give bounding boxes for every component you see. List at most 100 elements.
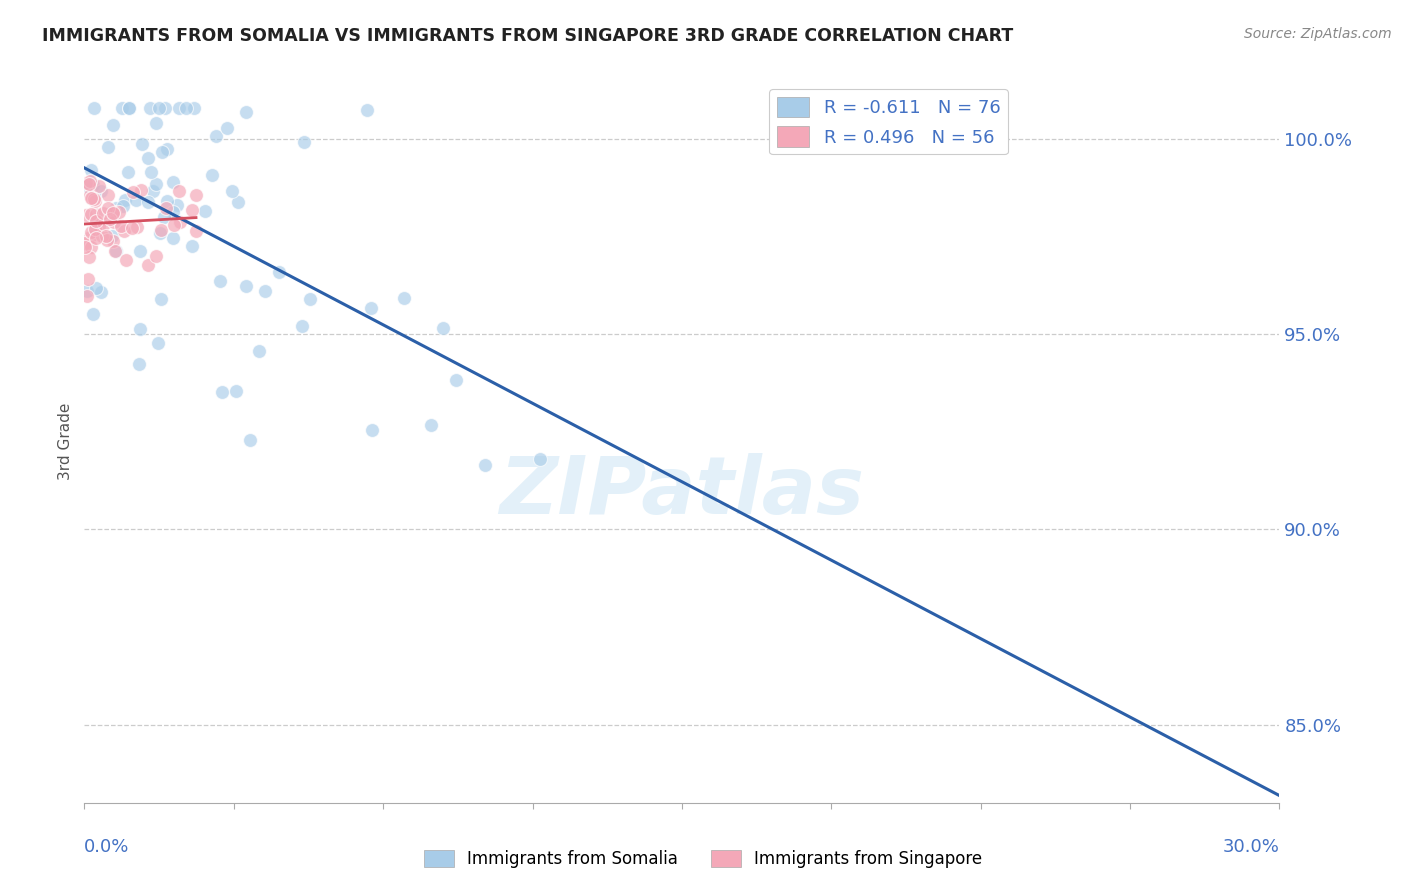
Point bbox=[121, 221, 143, 235]
Point bbox=[73, 236, 96, 251]
Point bbox=[111, 101, 134, 115]
Point bbox=[138, 195, 160, 210]
Point bbox=[118, 101, 141, 115]
Text: IMMIGRANTS FROM SOMALIA VS IMMIGRANTS FROM SINGAPORE 3RD GRADE CORRELATION CHART: IMMIGRANTS FROM SOMALIA VS IMMIGRANTS FR… bbox=[42, 27, 1014, 45]
Point bbox=[294, 135, 316, 149]
Point bbox=[76, 289, 98, 303]
Point bbox=[184, 188, 207, 202]
Point bbox=[84, 221, 107, 235]
Point bbox=[145, 178, 167, 192]
Point bbox=[111, 199, 134, 213]
Point bbox=[235, 278, 257, 293]
Point bbox=[169, 101, 191, 115]
Point bbox=[97, 140, 120, 154]
Point bbox=[163, 218, 186, 232]
Point bbox=[84, 214, 107, 228]
Point bbox=[75, 179, 97, 194]
Point bbox=[225, 384, 247, 398]
Point bbox=[76, 271, 98, 285]
Point bbox=[420, 418, 443, 433]
Point bbox=[103, 215, 125, 229]
Point bbox=[139, 101, 162, 115]
Point bbox=[80, 207, 103, 221]
Point bbox=[93, 218, 115, 232]
Point bbox=[80, 191, 103, 205]
Point bbox=[84, 207, 107, 221]
Point bbox=[167, 184, 190, 198]
Point bbox=[128, 357, 150, 371]
Point bbox=[87, 179, 110, 194]
Point bbox=[77, 177, 100, 191]
Point bbox=[80, 226, 103, 240]
Point bbox=[432, 320, 454, 334]
Point bbox=[80, 240, 103, 254]
Point bbox=[149, 292, 172, 306]
Point bbox=[96, 233, 118, 247]
Text: 30.0%: 30.0% bbox=[1223, 838, 1279, 855]
Point bbox=[184, 224, 207, 238]
Point bbox=[75, 176, 97, 190]
Point bbox=[98, 212, 121, 227]
Point bbox=[128, 244, 150, 259]
Point bbox=[77, 250, 100, 264]
Point bbox=[254, 284, 277, 298]
Point bbox=[166, 198, 188, 212]
Point bbox=[91, 228, 114, 243]
Point bbox=[146, 335, 169, 350]
Point bbox=[205, 128, 228, 143]
Text: Source: ZipAtlas.com: Source: ZipAtlas.com bbox=[1244, 27, 1392, 41]
Point bbox=[84, 231, 107, 245]
Text: 0.0%: 0.0% bbox=[84, 838, 129, 855]
Point bbox=[80, 190, 103, 204]
Point bbox=[201, 168, 224, 182]
Point bbox=[129, 321, 152, 335]
Point bbox=[80, 163, 103, 178]
Point bbox=[79, 188, 101, 202]
Point bbox=[101, 119, 124, 133]
Point bbox=[138, 259, 160, 273]
Point bbox=[103, 244, 125, 259]
Point bbox=[114, 193, 136, 207]
Point bbox=[156, 142, 179, 156]
Point bbox=[89, 219, 111, 234]
Point bbox=[103, 234, 125, 248]
Point bbox=[76, 284, 98, 298]
Point bbox=[156, 194, 179, 208]
Point bbox=[221, 184, 243, 198]
Point bbox=[169, 215, 191, 229]
Point bbox=[115, 253, 138, 268]
Point bbox=[239, 433, 262, 447]
Point bbox=[110, 219, 132, 234]
Point bbox=[136, 151, 159, 165]
Point bbox=[150, 145, 173, 159]
Point bbox=[75, 240, 97, 254]
Point bbox=[148, 101, 170, 115]
Legend: R = -0.611   N = 76, R = 0.496   N = 56: R = -0.611 N = 76, R = 0.496 N = 56 bbox=[769, 89, 1008, 154]
Point bbox=[112, 224, 135, 238]
Point bbox=[83, 101, 105, 115]
Point bbox=[90, 184, 112, 198]
Point bbox=[142, 184, 165, 198]
Point bbox=[105, 244, 128, 259]
Point bbox=[267, 265, 290, 279]
Point bbox=[101, 204, 124, 219]
Point bbox=[394, 291, 416, 305]
Point bbox=[145, 116, 167, 130]
Point bbox=[82, 307, 104, 321]
Point bbox=[100, 229, 122, 244]
Point bbox=[474, 458, 496, 472]
Point bbox=[291, 319, 314, 334]
Point bbox=[360, 301, 382, 316]
Point bbox=[298, 292, 321, 306]
Point bbox=[129, 183, 152, 197]
Point bbox=[247, 344, 270, 359]
Legend: Immigrants from Somalia, Immigrants from Singapore: Immigrants from Somalia, Immigrants from… bbox=[416, 843, 990, 875]
Point bbox=[149, 226, 172, 240]
Point bbox=[83, 192, 105, 206]
Point bbox=[174, 101, 197, 115]
Point bbox=[103, 205, 125, 219]
Point bbox=[145, 249, 167, 263]
Point bbox=[180, 202, 202, 217]
Point bbox=[155, 201, 177, 215]
Point bbox=[215, 121, 238, 136]
